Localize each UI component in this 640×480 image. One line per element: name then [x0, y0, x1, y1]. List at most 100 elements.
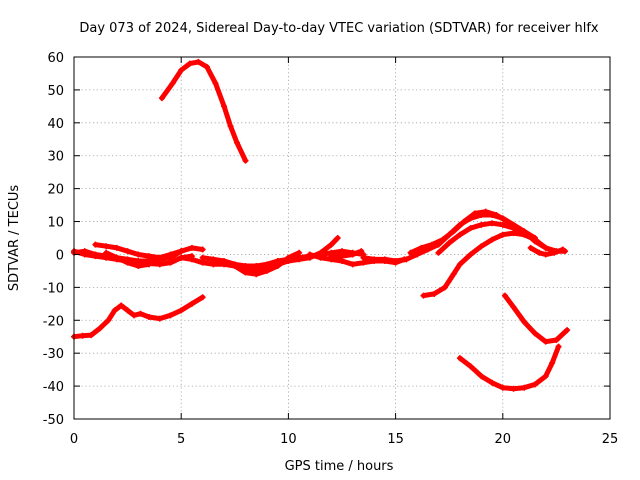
data-point: [536, 249, 543, 256]
data-point: [549, 360, 556, 367]
data-point: [146, 313, 153, 320]
y-tick-label: -10: [43, 281, 64, 296]
data-point: [435, 249, 442, 256]
data-point: [242, 157, 249, 164]
data-point: [188, 300, 195, 307]
series-track-06: [103, 249, 153, 269]
data-point: [467, 251, 474, 258]
series-track-11: [328, 248, 365, 260]
y-tick-label: 50: [47, 84, 64, 99]
data-point: [253, 271, 260, 278]
y-tick-label: -30: [43, 347, 64, 362]
x-tick-label: 20: [495, 432, 512, 447]
data-point: [178, 248, 185, 255]
data-point: [489, 236, 496, 243]
data-point: [441, 284, 448, 291]
data-point: [263, 261, 270, 268]
data-point: [131, 312, 138, 319]
data-point: [221, 258, 228, 265]
data-point: [296, 249, 303, 256]
x-tick-label: 5: [177, 432, 185, 447]
data-point: [79, 332, 86, 339]
data-point: [450, 228, 457, 235]
y-axis-label: SDTVAR / TECUs: [7, 185, 22, 292]
data-point: [360, 254, 367, 261]
data-point: [456, 355, 463, 362]
series-line: [436, 220, 538, 256]
series-track-15: [527, 244, 566, 258]
data-point: [450, 271, 457, 278]
data-point: [521, 318, 528, 325]
data-point: [358, 248, 365, 255]
series-track-09: [231, 249, 303, 278]
data-point: [88, 332, 95, 339]
y-tick-label: 30: [47, 150, 64, 165]
data-point: [167, 312, 174, 319]
data-point: [199, 254, 206, 261]
y-tick-label: 40: [47, 117, 64, 132]
data-point: [439, 236, 446, 243]
data-point: [242, 262, 249, 269]
data-point: [510, 385, 517, 392]
data-point: [169, 80, 176, 87]
data-point: [105, 317, 112, 324]
data-point: [103, 243, 110, 250]
data-point: [349, 261, 356, 268]
series-track-14: [435, 220, 538, 256]
data-point: [233, 139, 240, 146]
data-point: [231, 262, 238, 269]
data-point: [542, 244, 549, 251]
data-point: [482, 208, 489, 215]
series-line: [71, 294, 206, 340]
data-point: [96, 325, 103, 332]
data-point: [478, 243, 485, 250]
data-point: [531, 330, 538, 337]
data-point: [195, 58, 202, 65]
data-point: [521, 231, 528, 238]
data-point: [371, 256, 378, 263]
data-point: [317, 254, 324, 261]
data-point: [328, 253, 335, 260]
data-point: [156, 261, 163, 268]
data-point: [285, 254, 292, 261]
data-point: [263, 267, 270, 274]
data-point: [92, 253, 99, 260]
data-point: [431, 290, 438, 297]
data-point: [499, 231, 506, 238]
data-point: [559, 246, 566, 253]
data-point: [92, 241, 99, 248]
y-tick-label: -50: [43, 413, 64, 428]
data-point: [420, 292, 427, 299]
data-point: [407, 249, 414, 256]
series-line: [328, 248, 364, 259]
series-track-18: [456, 343, 562, 392]
data-point: [403, 256, 410, 263]
data-point: [274, 262, 281, 269]
data-point: [493, 211, 500, 218]
series-line: [502, 293, 570, 345]
data-point: [212, 80, 219, 87]
data-point: [339, 253, 345, 260]
data-point: [113, 244, 120, 251]
series-line: [159, 59, 248, 164]
data-point: [186, 60, 193, 67]
x-tick-label: 10: [280, 432, 297, 447]
y-tick-label: 60: [47, 51, 64, 66]
data-point: [137, 310, 144, 317]
data-point: [429, 241, 436, 248]
data-point: [135, 262, 142, 269]
data-point: [501, 292, 508, 299]
data-point: [467, 225, 474, 232]
data-point: [489, 379, 496, 386]
y-tick-label: 20: [47, 183, 64, 198]
data-point: [103, 249, 110, 256]
data-point: [467, 363, 474, 370]
data-point: [527, 244, 534, 251]
data-point: [146, 261, 153, 268]
data-point: [542, 251, 549, 258]
series-track-02: [71, 294, 206, 340]
data-point: [418, 244, 425, 251]
data-point: [199, 246, 206, 253]
data-point: [471, 210, 478, 217]
